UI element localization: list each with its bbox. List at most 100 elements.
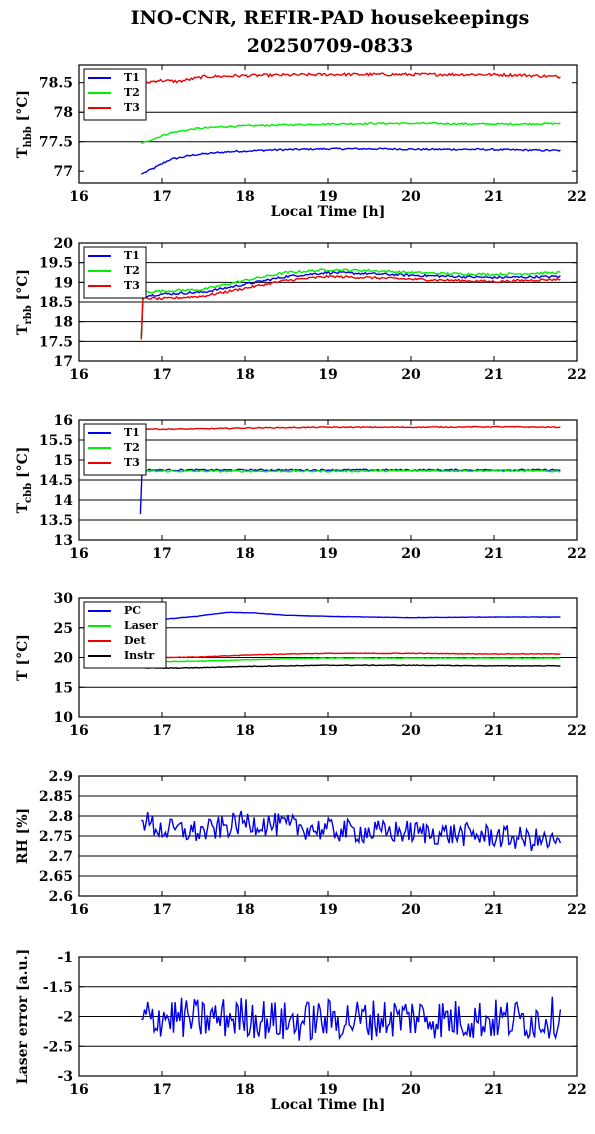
legend-label: Laser [124,619,158,632]
x-tick-label: 16 [69,1082,88,1098]
y-tick-label: 2.8 [49,809,73,825]
y-axis-label-unit: [°C] [15,269,31,305]
x-tick-label: 18 [235,723,254,739]
series-line-t3 [140,274,561,340]
y-tick-label: 77.5 [39,135,73,151]
y-axis-label: RH [%] [15,808,31,864]
y-tick-label: 2.7 [49,849,73,865]
series-line-t3 [141,72,561,85]
legend: T1 T2 T3 [83,246,147,299]
y-tick-label: 18.5 [39,295,73,311]
legend-label: T2 [124,86,140,99]
x-tick-label: 20 [401,723,421,739]
x-tick-label: 22 [567,189,586,205]
series-line [140,810,562,852]
figure-title-line2: 20250709-0833 [247,35,414,57]
series-line-t1 [141,147,561,175]
chart-panel-1: 77 77.5 78 78.5 16 17 18 19 20 21 22 T1 T2 T3 Thbb [°C… [15,64,587,220]
x-tick-label: 22 [567,1082,586,1098]
x-tick-label: 19 [318,723,337,739]
y-axis-label-main: T [15,324,31,335]
series-line-t2 [140,268,561,338]
chart-panel-4: 10 15 20 25 30 16 17 18 19 20 21 22 PC Laser Det Instr T… [15,591,587,739]
chart-panel-5: 2.6 2.65 2.7 2.75 2.8 2.85 2.9 16 17 18 19 20 21 22 RH… [15,769,587,918]
y-axis-label-main: Laser error [a.u.] [15,949,31,1084]
y-axis-label: T [°C] [15,634,31,681]
x-tick-label: 17 [152,1082,171,1098]
y-tick-label: 2.75 [39,829,73,845]
y-axis-label: Tcbb [°C] [15,447,34,514]
series-line-laser [141,657,561,663]
x-tick-label: 21 [484,1082,503,1098]
plot-frame [78,242,578,362]
legend-label: PC [124,604,141,617]
y-axis-label-main: T [°C] [15,634,31,681]
legend-label: T1 [124,426,140,439]
x-tick-label: 19 [318,367,337,383]
plot-frame [78,956,578,1077]
y-tick-label: -1 [57,950,73,966]
x-tick-label: 22 [567,723,586,739]
x-tick-label: 21 [484,546,503,562]
legend-label: T1 [124,249,140,262]
plot-frame [78,419,578,541]
series-line-t2 [141,121,561,145]
x-tick-label: 20 [401,902,421,918]
series-line-t2 [141,469,561,473]
x-axis-label: Local Time [h] [271,1097,386,1113]
y-tick-label: -2 [57,1010,73,1026]
x-tick-label: 16 [69,367,88,383]
x-tick-label: 17 [152,723,171,739]
y-tick-label: 2.85 [39,789,73,805]
y-tick-label: 20 [54,236,74,252]
series-line-pc [141,611,561,622]
x-tick-label: 18 [235,546,254,562]
plot-frame [78,64,578,184]
y-tick-label: 78.5 [39,76,73,92]
y-tick-label: 18 [54,315,73,331]
legend-label: T2 [124,441,140,454]
y-axis-label-subscript: hbb [23,126,34,147]
series-line-t1 [139,468,561,515]
x-axis-label: Local Time [h] [271,204,386,220]
x-tick-label: 19 [318,1082,337,1098]
x-tick-label: 20 [401,189,421,205]
x-tick-label: 19 [318,546,337,562]
x-tick-label: 19 [318,189,337,205]
x-tick-label: 21 [484,902,503,918]
x-tick-label: 19 [318,902,337,918]
y-tick-label: 15 [54,680,73,696]
y-tick-label: 16 [54,413,73,429]
y-tick-label: 10 [54,710,74,726]
chart-panel-3: 13 13.5 14 14.5 15 15.5 16 16 17 18 19 20 21 22 T1 T2 T3… [15,413,587,562]
x-tick-label: 17 [152,367,171,383]
legend: T1 T2 T3 [83,68,147,121]
figure-title-line1: INO-CNR, REFIR-PAD housekeepings [131,7,530,29]
y-axis-label-unit: [°C] [15,447,31,483]
x-tick-label: 22 [567,902,586,918]
plot-frame [78,775,578,897]
x-tick-label: 20 [401,546,421,562]
y-tick-label: 13.5 [39,513,73,529]
plot-frame [78,597,578,718]
y-tick-label: -1.5 [43,980,73,996]
x-tick-label: 16 [69,546,88,562]
y-tick-label: 17.5 [39,334,73,350]
series-line-t1 [140,270,561,338]
series-line-t3 [141,425,561,431]
y-axis-label: Thbb [°C] [15,90,34,158]
x-tick-label: 17 [152,546,171,562]
y-tick-label: 14 [54,493,74,509]
y-tick-label: 2.9 [49,769,73,785]
series-line-instr [141,664,561,670]
chart-panel-6: -3 -2.5 -2 -1.5 -1 16 17 18 19 20 21 22 Laser error … [15,949,587,1113]
legend-label: T3 [124,456,140,469]
y-axis-label: Trbb [°C] [15,269,34,335]
y-tick-label: 14.5 [39,473,73,489]
y-tick-label: 25 [54,621,73,637]
x-tick-label: 16 [69,189,88,205]
legend-label: T2 [124,264,140,277]
y-axis-label-main: RH [%] [15,808,31,864]
y-tick-label: 19 [54,275,73,291]
